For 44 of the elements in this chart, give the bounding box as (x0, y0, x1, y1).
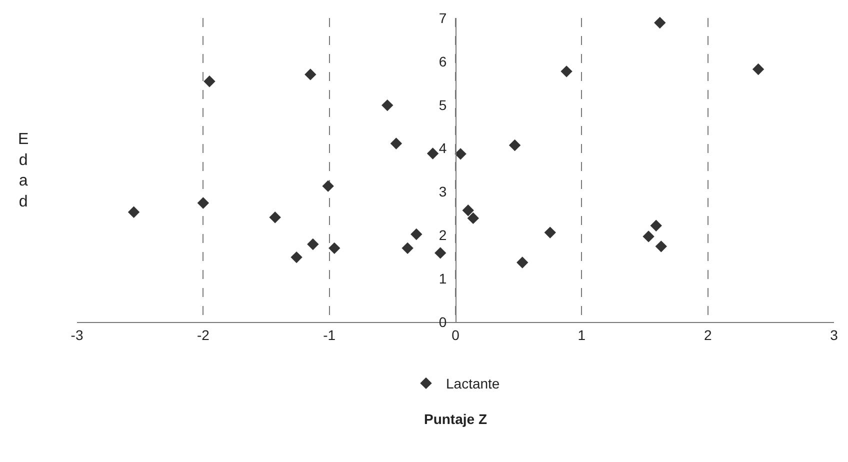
point (390, 138, 402, 150)
point (269, 211, 281, 224)
point (304, 68, 316, 80)
point (410, 228, 422, 240)
point (752, 63, 764, 76)
point (402, 242, 414, 254)
y-tick-label: 2 (438, 227, 447, 244)
point (560, 66, 572, 78)
point (197, 197, 210, 209)
point (128, 206, 140, 218)
point (307, 238, 319, 250)
point (434, 247, 446, 259)
x-tick-label: 0 (452, 326, 460, 343)
y-tick-label: 5 (438, 96, 447, 113)
x-tick-label: 3 (830, 326, 838, 343)
x-axis-title: Puntaje Z (424, 411, 488, 428)
point (650, 220, 662, 232)
point (544, 226, 556, 238)
point (454, 148, 466, 160)
point (655, 240, 667, 252)
point (328, 242, 340, 254)
x-tick-label: -3 (70, 326, 84, 343)
point (290, 251, 302, 264)
point (508, 139, 521, 152)
y-tick-label: 4 (438, 140, 447, 156)
y-tick-label: 6 (438, 53, 447, 70)
y-axis-title: Edad (18, 131, 29, 210)
point (516, 256, 528, 268)
x-tick-label: -2 (196, 326, 210, 343)
x-tick-label: 1 (578, 326, 586, 343)
point (467, 212, 480, 224)
point (462, 204, 474, 216)
y-tick-label: 1 (438, 270, 447, 286)
point (382, 99, 394, 112)
point (426, 148, 439, 160)
x-tick-label: -1 (323, 326, 336, 343)
point (642, 230, 654, 242)
point (322, 180, 334, 192)
y-tick-label: 3 (438, 184, 447, 200)
point (654, 16, 666, 29)
point (204, 76, 216, 88)
legend-label: Lactante (446, 376, 500, 392)
x-tick-label: 2 (704, 326, 712, 343)
y-tick-label: 7 (438, 10, 447, 26)
